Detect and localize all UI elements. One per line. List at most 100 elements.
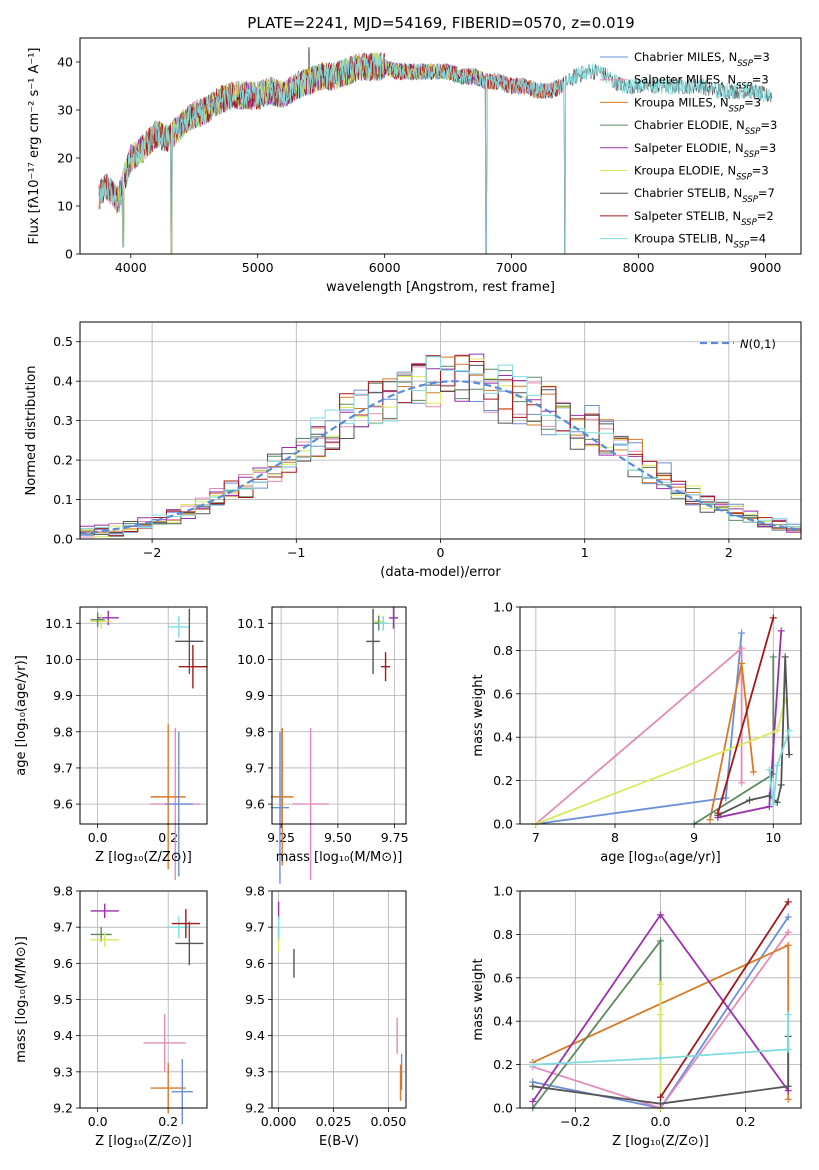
point-salpeter_stelib bbox=[381, 652, 391, 682]
y-tick-label: 10.0 bbox=[45, 652, 73, 667]
point-salpeter_miles bbox=[143, 1013, 186, 1072]
error-bar-points bbox=[90, 903, 204, 1125]
axes-frame bbox=[271, 890, 407, 1109]
y-tick-label: 30 bbox=[57, 103, 73, 118]
legend-label: Kroupa STELIB, NSSP=4 bbox=[634, 232, 766, 251]
y-tick-label: 9.5 bbox=[53, 992, 73, 1007]
x-tick-label: 0.0 bbox=[88, 830, 108, 845]
axis-ticks: 0.000 0.025 0.050 9.2 9.3 9.4 9.5 9.6 9.7 9.8 bbox=[245, 884, 406, 1130]
label-part: =4 bbox=[749, 232, 766, 246]
error-bar-points bbox=[270, 607, 399, 884]
axis-ticks: 7 8 9 10 0.0 0.2 0.4 0.6 0.8 1.0 bbox=[493, 600, 781, 846]
label-part: Kroupa ELODIE, N bbox=[634, 164, 736, 178]
label-part: =3 bbox=[753, 50, 770, 64]
y-tick-label: 9.8 bbox=[245, 724, 265, 739]
axes-frame bbox=[79, 321, 802, 540]
point-kroupa_stelib bbox=[168, 616, 190, 638]
y-tick-label: 9.3 bbox=[245, 1064, 265, 1079]
y-tick-label: 9.7 bbox=[53, 760, 73, 775]
weight-line-salpeter_stelib bbox=[659, 901, 789, 1098]
grid-lines bbox=[80, 607, 207, 824]
y-tick-label: 9.9 bbox=[245, 688, 265, 703]
x-tick-label: 1 bbox=[581, 545, 589, 560]
spectrum-line-salpeter_stelib bbox=[98, 52, 565, 255]
point-chabrier_stelib bbox=[175, 921, 204, 966]
mass_vs_Z-panel: 0.0 0.2 9.2 9.3 9.4 9.5 9.6 9.7 9.8 mass [log₁₀(M… bbox=[14, 884, 208, 1149]
y-tick-label: 9.8 bbox=[53, 884, 73, 899]
y-tick-label: 9.7 bbox=[245, 920, 265, 935]
legend-label: Salpeter STELIB, NSSP=2 bbox=[634, 209, 774, 228]
y-tick-label: 0.8 bbox=[493, 927, 513, 942]
x-tick-label: 9.50 bbox=[324, 830, 352, 845]
y-tick-label: 0.2 bbox=[53, 453, 73, 468]
residuals-legend: N(0,1) bbox=[700, 337, 776, 351]
weight-line-chabrier_elodie bbox=[532, 938, 662, 1109]
y-tick-label: 9.8 bbox=[245, 884, 265, 899]
axes-frame bbox=[79, 606, 208, 825]
y-tick-label: 0.8 bbox=[493, 643, 513, 658]
x-tick-label: 9.25 bbox=[267, 830, 295, 845]
grid-lines bbox=[272, 607, 406, 824]
point-chabrier_miles bbox=[270, 731, 290, 884]
point-chabrier_elodie bbox=[90, 612, 105, 627]
axes-frame bbox=[271, 606, 407, 825]
histogram-series bbox=[79, 353, 801, 539]
label-subscript: SSP bbox=[737, 59, 753, 69]
spectrum-line-kroupa_elodie bbox=[117, 52, 487, 255]
x-tick-label: −1 bbox=[287, 545, 305, 560]
y-tick-label: 0.0 bbox=[493, 817, 513, 832]
y-tick-label: 1.0 bbox=[493, 600, 513, 615]
label-part: Salpeter ELODIE, N bbox=[634, 141, 744, 155]
y-tick-label: 9.5 bbox=[245, 992, 265, 1007]
x-tick-label: 0.2 bbox=[736, 1114, 756, 1129]
y-axis-label: age [log₁₀(age/yr)] bbox=[14, 655, 29, 776]
axis-ticks: 0.0 0.2 9.2 9.3 9.4 9.5 9.6 9.7 9.8 bbox=[53, 884, 178, 1130]
x-tick-label: 0.0 bbox=[651, 1114, 671, 1129]
x-tick-label: 8000 bbox=[623, 260, 655, 275]
grid-lines bbox=[520, 606, 801, 825]
label-part: =3 bbox=[752, 164, 769, 178]
axis-ticks: −2 −1 0 1 2 0.0 0.1 0.2 0.3 0.4 0.5 bbox=[53, 334, 733, 560]
normal-curve bbox=[79, 380, 802, 535]
label-part: N bbox=[740, 337, 749, 351]
legend-label: Kroupa MILES, NSSP=3 bbox=[634, 95, 761, 114]
x-axis-label: mass [log₁₀(M/M⊙)] bbox=[276, 850, 403, 865]
label-part: =3 bbox=[760, 118, 777, 132]
weight-line-salpeter_miles bbox=[535, 646, 743, 825]
y-tick-label: 0.3 bbox=[53, 413, 73, 428]
label-part: =3 bbox=[752, 73, 769, 87]
weight-line-chabrier_miles bbox=[535, 632, 743, 825]
x-tick-label: 7000 bbox=[496, 260, 528, 275]
y-tick-label: 9.4 bbox=[53, 1028, 73, 1043]
y-tick-label: 10.1 bbox=[45, 616, 73, 631]
y-tick-label: 0.4 bbox=[53, 374, 73, 389]
legend-label: Chabrier STELIB, NSSP=7 bbox=[634, 186, 775, 205]
y-tick-label: 0.4 bbox=[493, 730, 513, 745]
y-tick-label: 9.6 bbox=[245, 956, 265, 971]
y-tick-label: 0.0 bbox=[493, 1101, 513, 1116]
error-bar-points bbox=[90, 608, 207, 881]
weight-series bbox=[532, 614, 793, 828]
label-subscript: SSP bbox=[742, 195, 758, 205]
y-tick-label: 0.2 bbox=[493, 1057, 513, 1072]
x-tick-label: 5000 bbox=[242, 260, 274, 275]
x-tick-label: 2 bbox=[725, 545, 733, 560]
y-tick-label: 9.4 bbox=[245, 1028, 265, 1043]
weight-line-chabrier_stelib bbox=[532, 1036, 790, 1105]
label-part: Kroupa STELIB, N bbox=[634, 232, 734, 246]
x-tick-label: 6000 bbox=[369, 260, 401, 275]
y-tick-label: 10.0 bbox=[237, 652, 265, 667]
y-tick-label: 40 bbox=[57, 55, 73, 70]
x-tick-label: 0.050 bbox=[371, 1114, 407, 1129]
label-subscript: SSP bbox=[736, 173, 752, 183]
y-tick-label: 9.6 bbox=[53, 797, 73, 812]
x-axis-label: Z [log₁₀(Z/Z⊙)] bbox=[95, 1134, 192, 1149]
legend-label: Salpeter MILES, NSSP=3 bbox=[634, 73, 769, 92]
histogram-kroupa_stelib bbox=[79, 356, 801, 539]
x-tick-label: 9 bbox=[690, 830, 698, 845]
y-tick-label: 0.6 bbox=[493, 686, 513, 701]
y-tick-label: 10 bbox=[57, 199, 73, 214]
label-part: (0,1) bbox=[749, 337, 776, 351]
